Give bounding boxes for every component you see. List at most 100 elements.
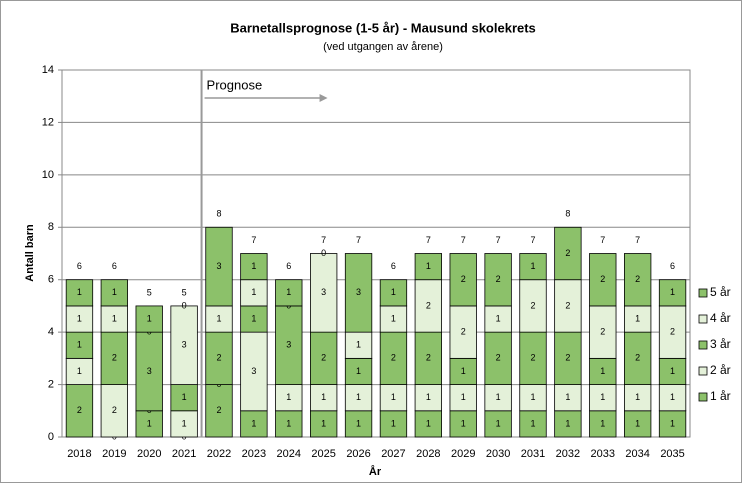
- segment-label: 1: [356, 418, 361, 428]
- segment-label: 1: [670, 287, 675, 297]
- segment-label: 1: [530, 418, 535, 428]
- bar-segment: [414, 331, 442, 385]
- segment-label: 1: [391, 313, 396, 323]
- segment-label: 2: [112, 405, 117, 415]
- total-label: 7: [426, 235, 431, 245]
- bar-segment: [449, 305, 477, 359]
- x-tick-label: 2025: [311, 448, 335, 460]
- bar-segment: [414, 253, 442, 281]
- segment-label: 1: [391, 418, 396, 428]
- segment-label: 1: [77, 287, 82, 297]
- segment-label: 1: [496, 313, 501, 323]
- bar-segment: [344, 384, 373, 412]
- segment-label: 3: [182, 340, 187, 350]
- y-tick-label: 2: [48, 378, 54, 390]
- segment-label: 1: [182, 392, 187, 402]
- bar-segment: [240, 253, 268, 281]
- total-label: 8: [565, 209, 570, 219]
- bar-segment: [379, 305, 408, 333]
- bar-segment: [519, 384, 547, 412]
- segment-label: 1: [635, 392, 640, 402]
- x-axis-label: År: [369, 465, 382, 478]
- segment-label: 2: [530, 353, 535, 363]
- bar-segment: [344, 253, 373, 333]
- segment-label: 2: [112, 353, 117, 363]
- segment-label: 1: [356, 366, 361, 376]
- segment-label: 2: [321, 353, 326, 363]
- segment-label: 1: [77, 340, 82, 350]
- bar-segment: [310, 331, 338, 385]
- segment-label: 1: [496, 418, 501, 428]
- bar-segment: [554, 384, 582, 412]
- x-tick-label: 2034: [625, 448, 649, 460]
- segment-label: 2: [216, 405, 221, 415]
- segment-label: 1: [530, 392, 535, 402]
- total-label: 6: [112, 261, 117, 271]
- total-label: 6: [286, 261, 291, 271]
- segment-label: 2: [565, 248, 570, 258]
- total-label: 7: [251, 235, 256, 245]
- bar-segment: [589, 384, 617, 412]
- segment-label: 1: [391, 287, 396, 297]
- segment-label: 1: [147, 418, 152, 428]
- bar-segment: [554, 226, 582, 281]
- segment-label: 3: [321, 287, 326, 297]
- x-tick-label: 2020: [137, 448, 161, 460]
- segment-label: 1: [251, 418, 256, 428]
- segment-label: 1: [426, 392, 431, 402]
- segment-label: 1: [670, 366, 675, 376]
- y-tick-label: 14: [42, 64, 54, 76]
- segment-label: 1: [321, 418, 326, 428]
- segment-label: 1: [391, 392, 396, 402]
- segment-label: 2: [600, 327, 605, 337]
- segment-label: 1: [426, 418, 431, 428]
- x-tick-label: 2030: [486, 448, 510, 460]
- x-tick-label: 2026: [346, 448, 370, 460]
- x-tick-label: 2027: [381, 448, 405, 460]
- segment-label: 2: [565, 300, 570, 310]
- segment-label: 1: [565, 418, 570, 428]
- bar-segment: [519, 331, 547, 385]
- segment-label: 3: [251, 366, 256, 376]
- legend-swatch: [698, 392, 708, 402]
- segment-label: 1: [321, 392, 326, 402]
- segment-label: 3: [286, 340, 291, 350]
- segment-label: 1: [461, 418, 466, 428]
- segment-label: 1: [670, 392, 675, 402]
- bar-segment: [554, 410, 582, 438]
- chart-title: Barnetallsprognose (1-5 år) - Mausund sk…: [230, 20, 536, 35]
- x-tick-label: 2022: [207, 448, 231, 460]
- segment-label: 1: [182, 418, 187, 428]
- legend-swatch: [698, 340, 708, 350]
- total-label: 7: [321, 235, 326, 245]
- segment-label: 1: [530, 261, 535, 271]
- forecast-arrowhead: [319, 94, 328, 102]
- segment-label: 3: [147, 366, 152, 376]
- bar-segment: [310, 253, 338, 333]
- segment-label: 2: [496, 353, 501, 363]
- bar-segment: [519, 253, 547, 281]
- y-tick-label: 4: [48, 326, 54, 338]
- segment-label: 2: [426, 300, 431, 310]
- bar-segment: [449, 357, 477, 385]
- segment-label: 0: [321, 248, 326, 258]
- total-label: 7: [461, 235, 466, 245]
- bar-segment: [100, 279, 128, 307]
- legend-label: 3 år: [710, 337, 731, 351]
- total-label: 7: [356, 235, 361, 245]
- x-tick-label: 2019: [102, 448, 126, 460]
- segment-label: 3: [356, 287, 361, 297]
- total-label: 7: [635, 235, 640, 245]
- total-label: 5: [147, 287, 152, 297]
- legend-label: 1 år: [710, 389, 731, 403]
- bar-segment: [414, 410, 442, 438]
- segment-label: 2: [565, 353, 570, 363]
- bar-segment: [65, 331, 94, 359]
- segment-label: 1: [147, 313, 152, 323]
- bar-segment: [414, 279, 442, 333]
- segment-label: 1: [286, 392, 291, 402]
- bar-segment: [624, 305, 652, 333]
- bar-segment: [65, 357, 94, 385]
- segment-label: 1: [77, 313, 82, 323]
- bar-segment: [65, 384, 94, 438]
